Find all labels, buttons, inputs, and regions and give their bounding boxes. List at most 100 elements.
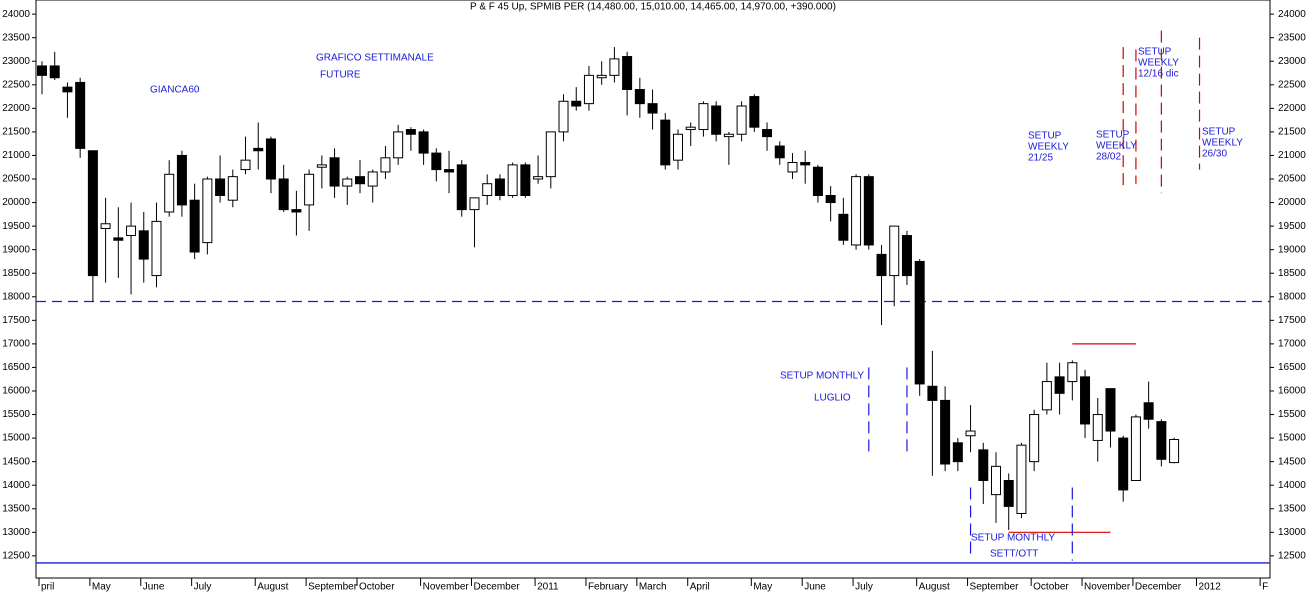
- annotation: WEEKLY: [1028, 142, 1069, 153]
- y-tick-label: 14000: [2, 480, 30, 491]
- candle-body: [965, 430, 976, 437]
- candle-body: [126, 225, 137, 237]
- candle-body: [151, 220, 162, 277]
- x-tick-label: pril: [41, 582, 54, 592]
- candle-body: [329, 157, 340, 187]
- candle-body: [227, 176, 238, 201]
- y-tick-label: 19500: [2, 221, 30, 232]
- candle-body: [342, 178, 353, 187]
- annotation: SETUP: [1202, 127, 1236, 138]
- candle-body: [812, 166, 823, 196]
- x-tick-label: July: [194, 582, 212, 592]
- y-tick-label-right: 19000: [1278, 244, 1306, 255]
- candle-body: [762, 129, 773, 138]
- candle-body: [189, 199, 200, 253]
- x-tick-label: November: [423, 582, 470, 592]
- candle-body: [1118, 437, 1129, 491]
- candle-body: [825, 194, 836, 204]
- y-tick-label: 21500: [2, 127, 30, 138]
- candle-body: [1156, 421, 1167, 460]
- candle-body: [1029, 414, 1040, 463]
- candle-body: [100, 223, 111, 229]
- plot-frame: [35, 0, 1271, 579]
- candle-body: [291, 209, 302, 213]
- candle-body: [482, 183, 493, 196]
- candle-body: [1041, 381, 1052, 411]
- candle-body: [367, 171, 378, 187]
- y-tick-label: 15000: [2, 433, 30, 444]
- y-tick-label-right: 12500: [1278, 551, 1306, 562]
- candle-body: [634, 89, 645, 105]
- candle-body: [851, 176, 862, 246]
- annotation: 26/30: [1202, 149, 1227, 160]
- candle-body: [469, 197, 480, 211]
- y-tick-label-right: 20500: [1278, 174, 1306, 185]
- y-tick-label-right: 17500: [1278, 315, 1306, 326]
- candle-body: [927, 385, 938, 401]
- annotation: FUTURE: [320, 70, 361, 81]
- x-tick-label: April: [690, 582, 710, 592]
- y-tick-label-right: 21000: [1278, 150, 1306, 161]
- y-tick-label-right: 18500: [1278, 268, 1306, 279]
- y-tick-label-right: 13500: [1278, 503, 1306, 514]
- y-tick-label-right: 21500: [1278, 127, 1306, 138]
- y-tick-label: 13000: [2, 527, 30, 538]
- candle-body: [876, 253, 887, 277]
- annotation: WEEKLY: [1202, 138, 1243, 149]
- y-tick-label: 23500: [2, 32, 30, 43]
- y-tick-label-right: 16500: [1278, 362, 1306, 373]
- x-tick-label: June: [804, 582, 826, 592]
- y-tick-label: 22500: [2, 79, 30, 90]
- y-tick-label: 14500: [2, 456, 30, 467]
- candle-body: [202, 178, 213, 244]
- candle-body: [1080, 376, 1091, 425]
- candle-body: [380, 157, 391, 173]
- x-tick-label: June: [143, 582, 165, 592]
- candle-body: [673, 133, 683, 161]
- candle-body: [1067, 362, 1078, 383]
- candle-body: [138, 230, 149, 260]
- y-tick-label: 15500: [2, 409, 30, 420]
- candle-body: [596, 74, 607, 79]
- candle-body: [304, 173, 315, 206]
- y-tick-label-right: 13000: [1278, 527, 1306, 538]
- x-tick-label: March: [639, 582, 667, 592]
- annotation: WEEKLY: [1138, 58, 1179, 69]
- candle-body: [533, 176, 544, 180]
- y-tick-label-right: 23000: [1278, 56, 1306, 67]
- y-tick-label: 21000: [2, 150, 30, 161]
- y-tick-label-right: 16000: [1278, 386, 1306, 397]
- y-tick-label-right: 15000: [1278, 433, 1306, 444]
- candle-body: [494, 178, 505, 196]
- candle-body: [176, 154, 187, 206]
- annotation: SETUP: [1096, 130, 1130, 141]
- annotation: SETUP MONTHLY: [780, 371, 864, 382]
- y-tick-label-right: 17000: [1278, 339, 1306, 350]
- candle-body: [723, 133, 734, 138]
- y-tick-label: 16500: [2, 362, 30, 373]
- x-tick-label: October: [359, 582, 395, 592]
- y-tick-label: 20500: [2, 174, 30, 185]
- x-tick-label: November: [1084, 582, 1131, 592]
- candle-body: [749, 96, 760, 128]
- candle-body: [660, 119, 671, 166]
- candle-body: [622, 56, 633, 91]
- candle-body: [787, 162, 798, 173]
- y-tick-label-right: 22000: [1278, 103, 1306, 114]
- candle-body: [774, 145, 785, 159]
- y-tick-label: 20000: [2, 197, 30, 208]
- y-tick-label-right: 24000: [1278, 9, 1306, 20]
- candle-body: [711, 105, 722, 135]
- y-tick-label: 17500: [2, 315, 30, 326]
- candle-body: [62, 86, 73, 93]
- annotation: GRAFICO SETTIMANALE: [316, 53, 434, 64]
- y-tick-label-right: 15500: [1278, 409, 1306, 420]
- y-tick-label: 19000: [2, 244, 30, 255]
- candle-body: [991, 465, 1001, 496]
- candle-body: [685, 126, 696, 131]
- annotation: 12/16 dic: [1138, 69, 1179, 80]
- x-tick-label: September: [970, 582, 1020, 592]
- annotation: SETUP: [1028, 131, 1062, 142]
- x-tick-label: F: [1262, 582, 1268, 592]
